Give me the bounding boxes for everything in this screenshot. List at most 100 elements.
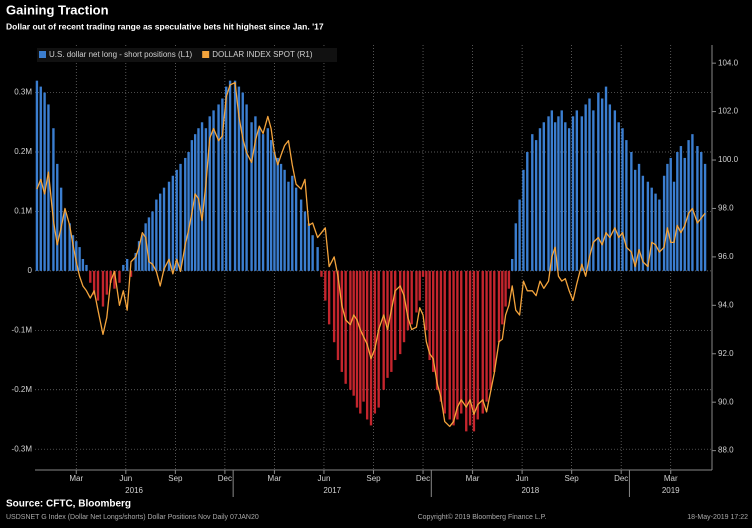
bar <box>151 211 154 271</box>
bar <box>39 86 42 271</box>
y-tick-label: 0.1M <box>14 207 32 216</box>
chart-subtitle: Dollar out of recent trading range as sp… <box>6 21 324 31</box>
x-tick-label: Sep <box>168 474 183 483</box>
bar <box>89 270 92 283</box>
year-label: 2019 <box>662 486 680 495</box>
bar <box>101 270 105 307</box>
bar <box>283 169 286 271</box>
year-label: 2018 <box>521 486 539 495</box>
bar <box>542 122 545 271</box>
bar <box>307 223 310 271</box>
bar <box>320 270 323 277</box>
y-tick-label: 0.3M <box>14 88 32 97</box>
x-tick-label: Dec <box>218 474 232 483</box>
bar <box>382 270 385 390</box>
bar <box>71 235 75 271</box>
bar <box>504 270 507 307</box>
bar <box>584 104 587 271</box>
bar <box>676 151 679 271</box>
bar <box>92 270 96 295</box>
bar <box>550 110 554 271</box>
legend-swatch <box>39 51 46 58</box>
bar <box>349 270 352 390</box>
y-tick-label: -0.1M <box>12 325 33 334</box>
bar <box>221 98 224 271</box>
bar <box>493 270 496 372</box>
bar <box>212 110 215 271</box>
y-tick-label: -0.3M <box>12 444 33 453</box>
x-tick-label: Mar <box>268 474 282 483</box>
legend-box <box>37 48 337 62</box>
bar <box>617 122 620 271</box>
bar <box>105 270 108 295</box>
bar <box>162 187 166 271</box>
bar <box>311 235 314 271</box>
bar <box>439 270 443 402</box>
bar <box>134 253 137 271</box>
bar <box>452 270 455 426</box>
bar <box>377 270 380 408</box>
bar <box>428 270 431 361</box>
bar <box>472 270 476 432</box>
bar <box>336 270 340 361</box>
copyright: Copyright© 2019 Bloomberg Finance L.P. <box>418 513 547 521</box>
bar <box>580 116 584 271</box>
bar <box>435 270 439 390</box>
bar <box>415 270 418 313</box>
bar <box>489 270 492 390</box>
bar <box>269 140 273 271</box>
bar <box>137 241 141 271</box>
bar <box>662 175 666 271</box>
x-tick-label: Jun <box>318 474 331 483</box>
y2-tick-label: 92.0 <box>718 349 734 358</box>
bar <box>352 270 355 396</box>
bar <box>600 98 604 271</box>
y2-tick-label: 104.0 <box>718 58 739 67</box>
bar <box>476 270 479 420</box>
bar <box>144 223 147 271</box>
bar <box>641 175 645 271</box>
bar <box>299 199 303 271</box>
bar <box>125 258 129 271</box>
bar <box>187 151 190 271</box>
bar <box>696 146 699 271</box>
bar <box>193 134 197 271</box>
x-tick-label: Sep <box>565 474 580 483</box>
bar <box>557 116 560 271</box>
bar <box>421 270 425 277</box>
bar <box>109 270 112 283</box>
bar <box>511 258 514 271</box>
bar <box>155 199 158 271</box>
bar <box>456 270 459 420</box>
y2-tick-label: 100.0 <box>718 155 739 164</box>
bar <box>637 163 641 271</box>
bar <box>526 151 529 271</box>
bar <box>266 128 270 271</box>
y2-tick-label: 94.0 <box>718 300 734 309</box>
bar <box>68 223 71 271</box>
bar <box>613 110 617 271</box>
y2-tick-label: 96.0 <box>718 252 734 261</box>
bar <box>531 134 534 271</box>
bar <box>394 270 397 361</box>
x-tick-label: Mar <box>466 474 480 483</box>
bar <box>254 116 257 271</box>
bar <box>324 270 327 301</box>
bar <box>654 193 657 271</box>
bar <box>634 169 637 271</box>
bar <box>588 98 591 271</box>
bar <box>241 92 244 271</box>
bar <box>245 104 248 271</box>
bar <box>373 270 377 414</box>
bar <box>683 157 686 271</box>
bar <box>179 163 182 271</box>
bar <box>448 270 451 420</box>
bar <box>118 270 121 283</box>
bar <box>398 270 402 355</box>
x-tick-label: Jun <box>119 474 132 483</box>
y-tick-label: -0.2M <box>12 385 33 394</box>
bar <box>129 270 133 277</box>
bar <box>225 86 228 271</box>
x-tick-label: Sep <box>366 474 381 483</box>
y-tick-label: 0.2M <box>14 147 32 156</box>
